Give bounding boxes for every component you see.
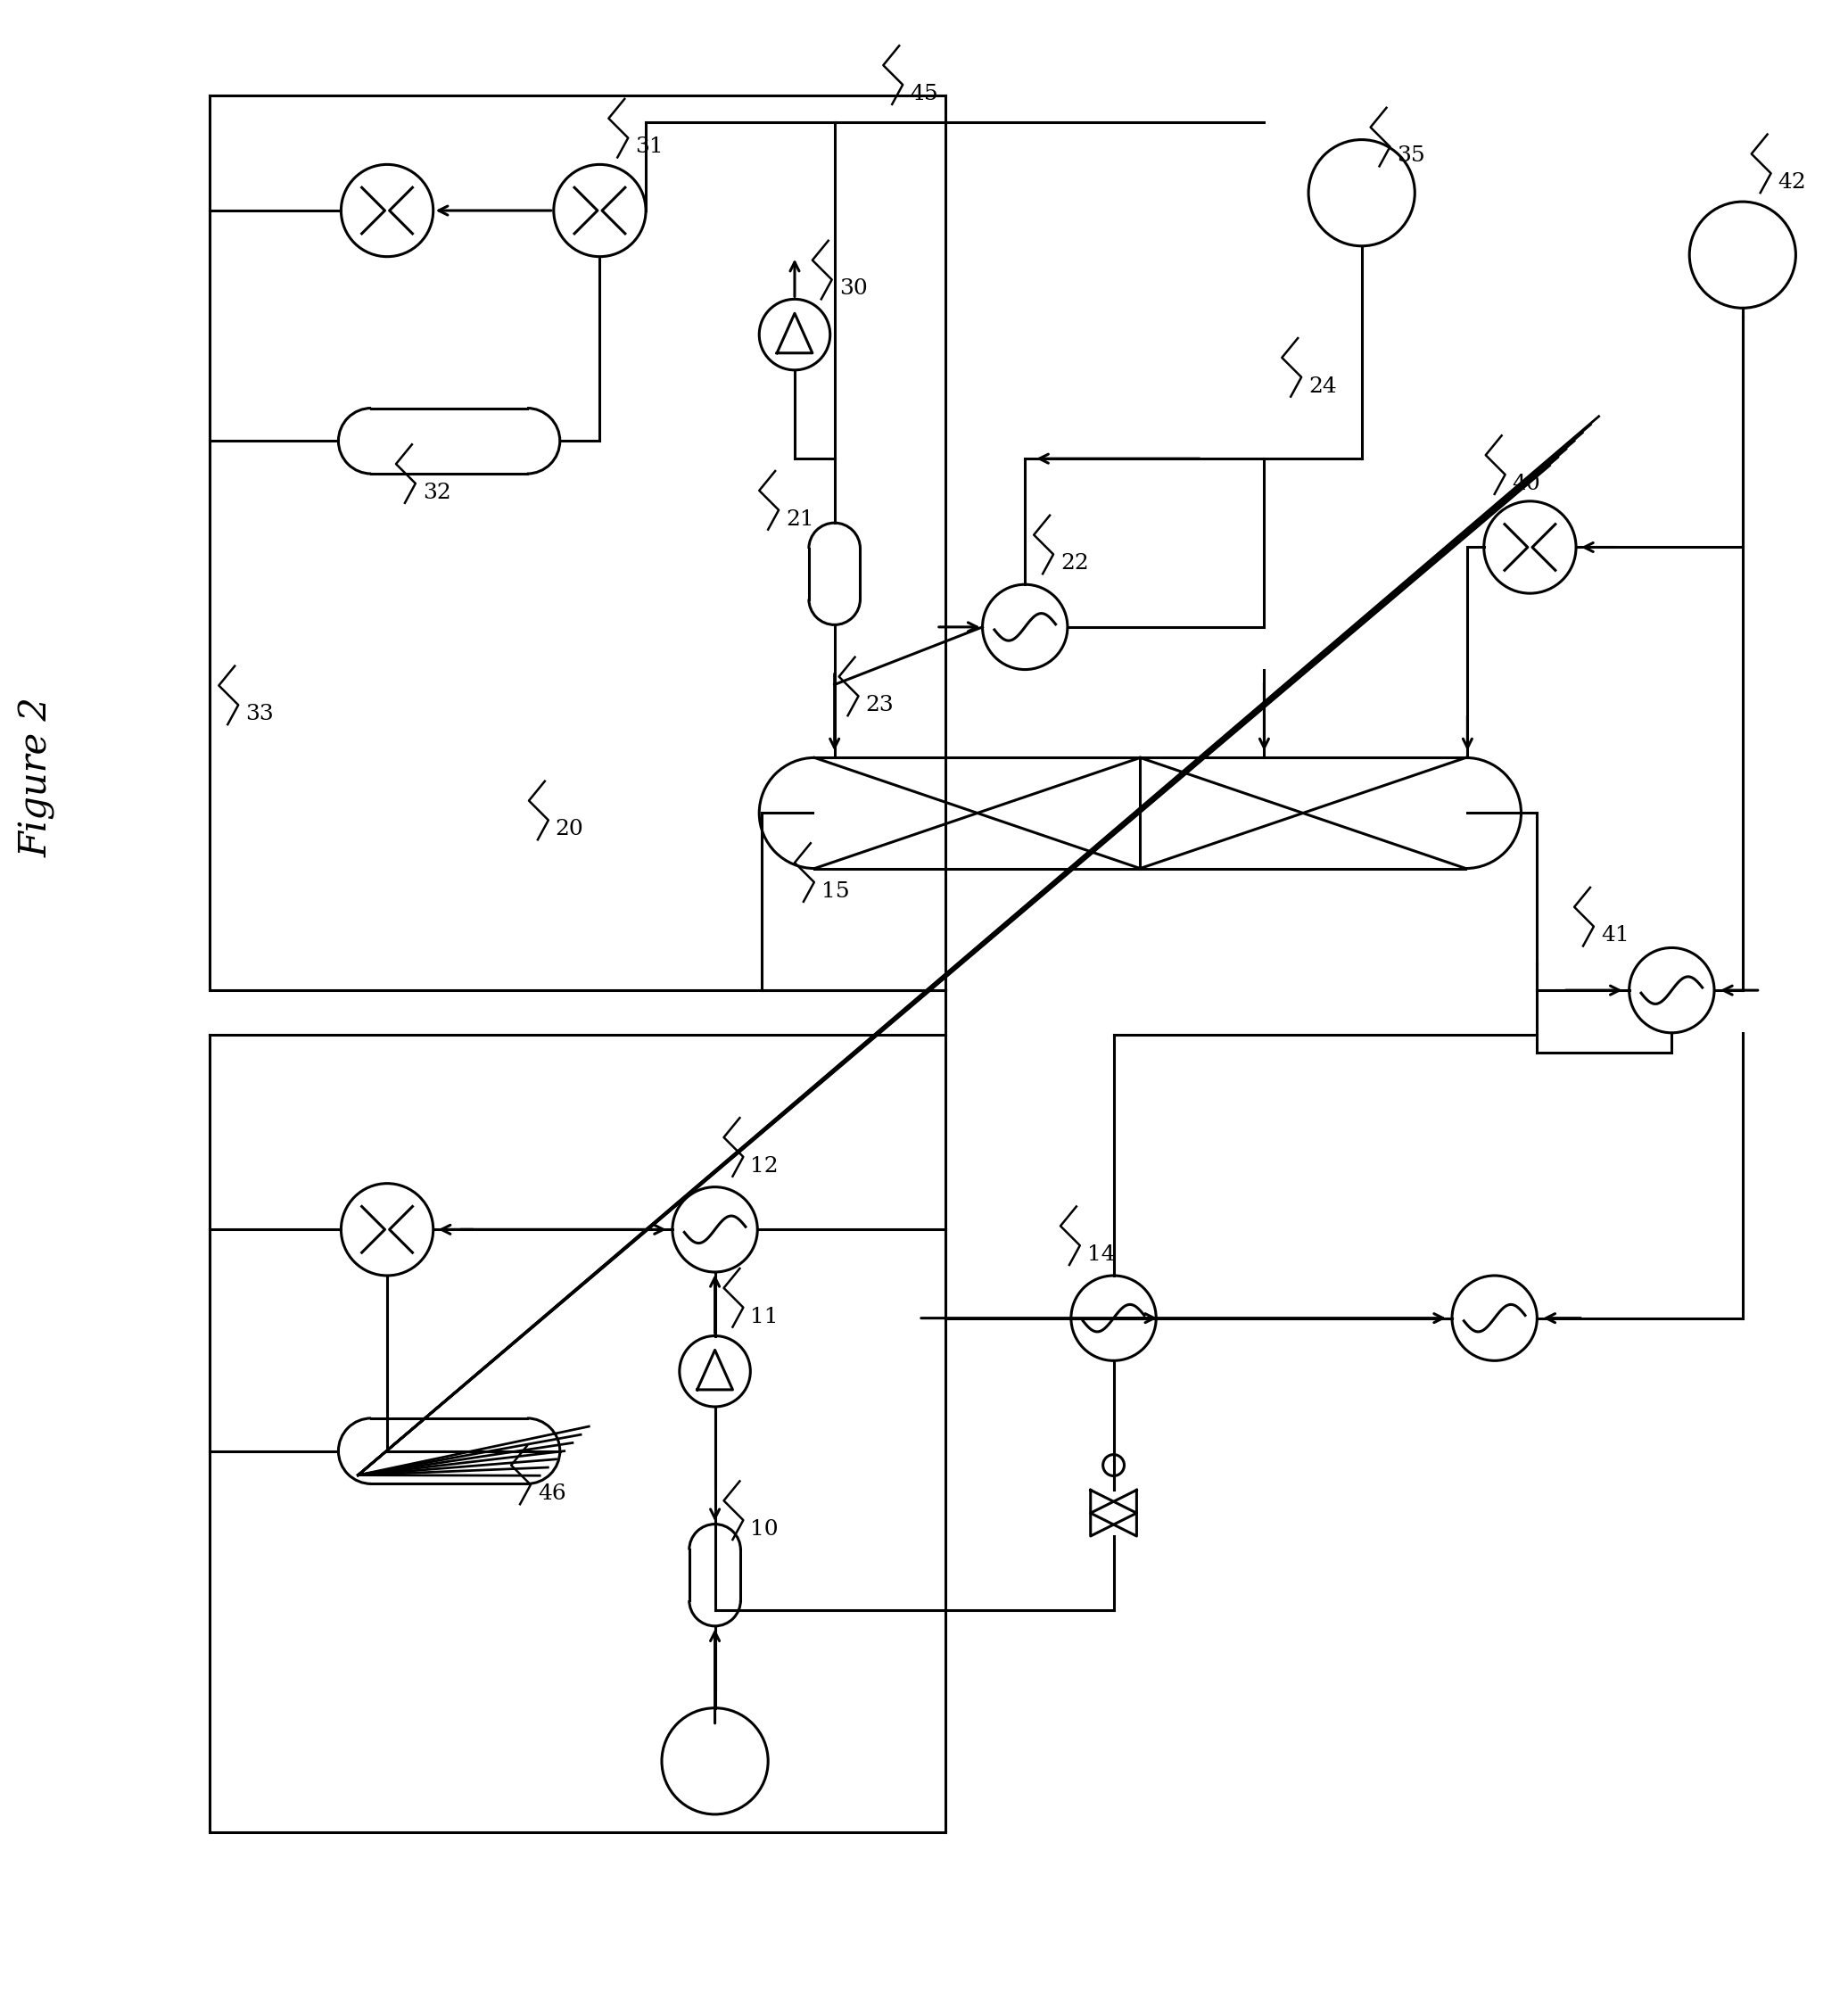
Text: 10: 10 bbox=[750, 1520, 778, 1540]
Text: 32: 32 bbox=[423, 482, 451, 502]
Text: 31: 31 bbox=[636, 137, 663, 157]
Text: 22: 22 bbox=[1061, 552, 1088, 575]
Text: 21: 21 bbox=[785, 508, 813, 530]
Text: Figure 2: Figure 2 bbox=[18, 698, 55, 857]
Text: 35: 35 bbox=[1397, 145, 1425, 165]
Text: 42: 42 bbox=[1778, 171, 1805, 194]
Text: 45: 45 bbox=[909, 85, 939, 105]
Text: 15: 15 bbox=[821, 881, 850, 901]
Text: 30: 30 bbox=[839, 278, 867, 298]
Text: 20: 20 bbox=[556, 818, 584, 839]
Text: 14: 14 bbox=[1087, 1244, 1114, 1264]
Text: 23: 23 bbox=[865, 696, 894, 716]
Text: 11: 11 bbox=[750, 1306, 778, 1327]
Text: 33: 33 bbox=[246, 704, 274, 724]
Text: 12: 12 bbox=[750, 1155, 778, 1177]
Text: 46: 46 bbox=[538, 1484, 565, 1504]
Text: 41: 41 bbox=[1600, 925, 1630, 946]
Text: 40: 40 bbox=[1512, 474, 1541, 494]
Text: 24: 24 bbox=[1308, 377, 1336, 397]
